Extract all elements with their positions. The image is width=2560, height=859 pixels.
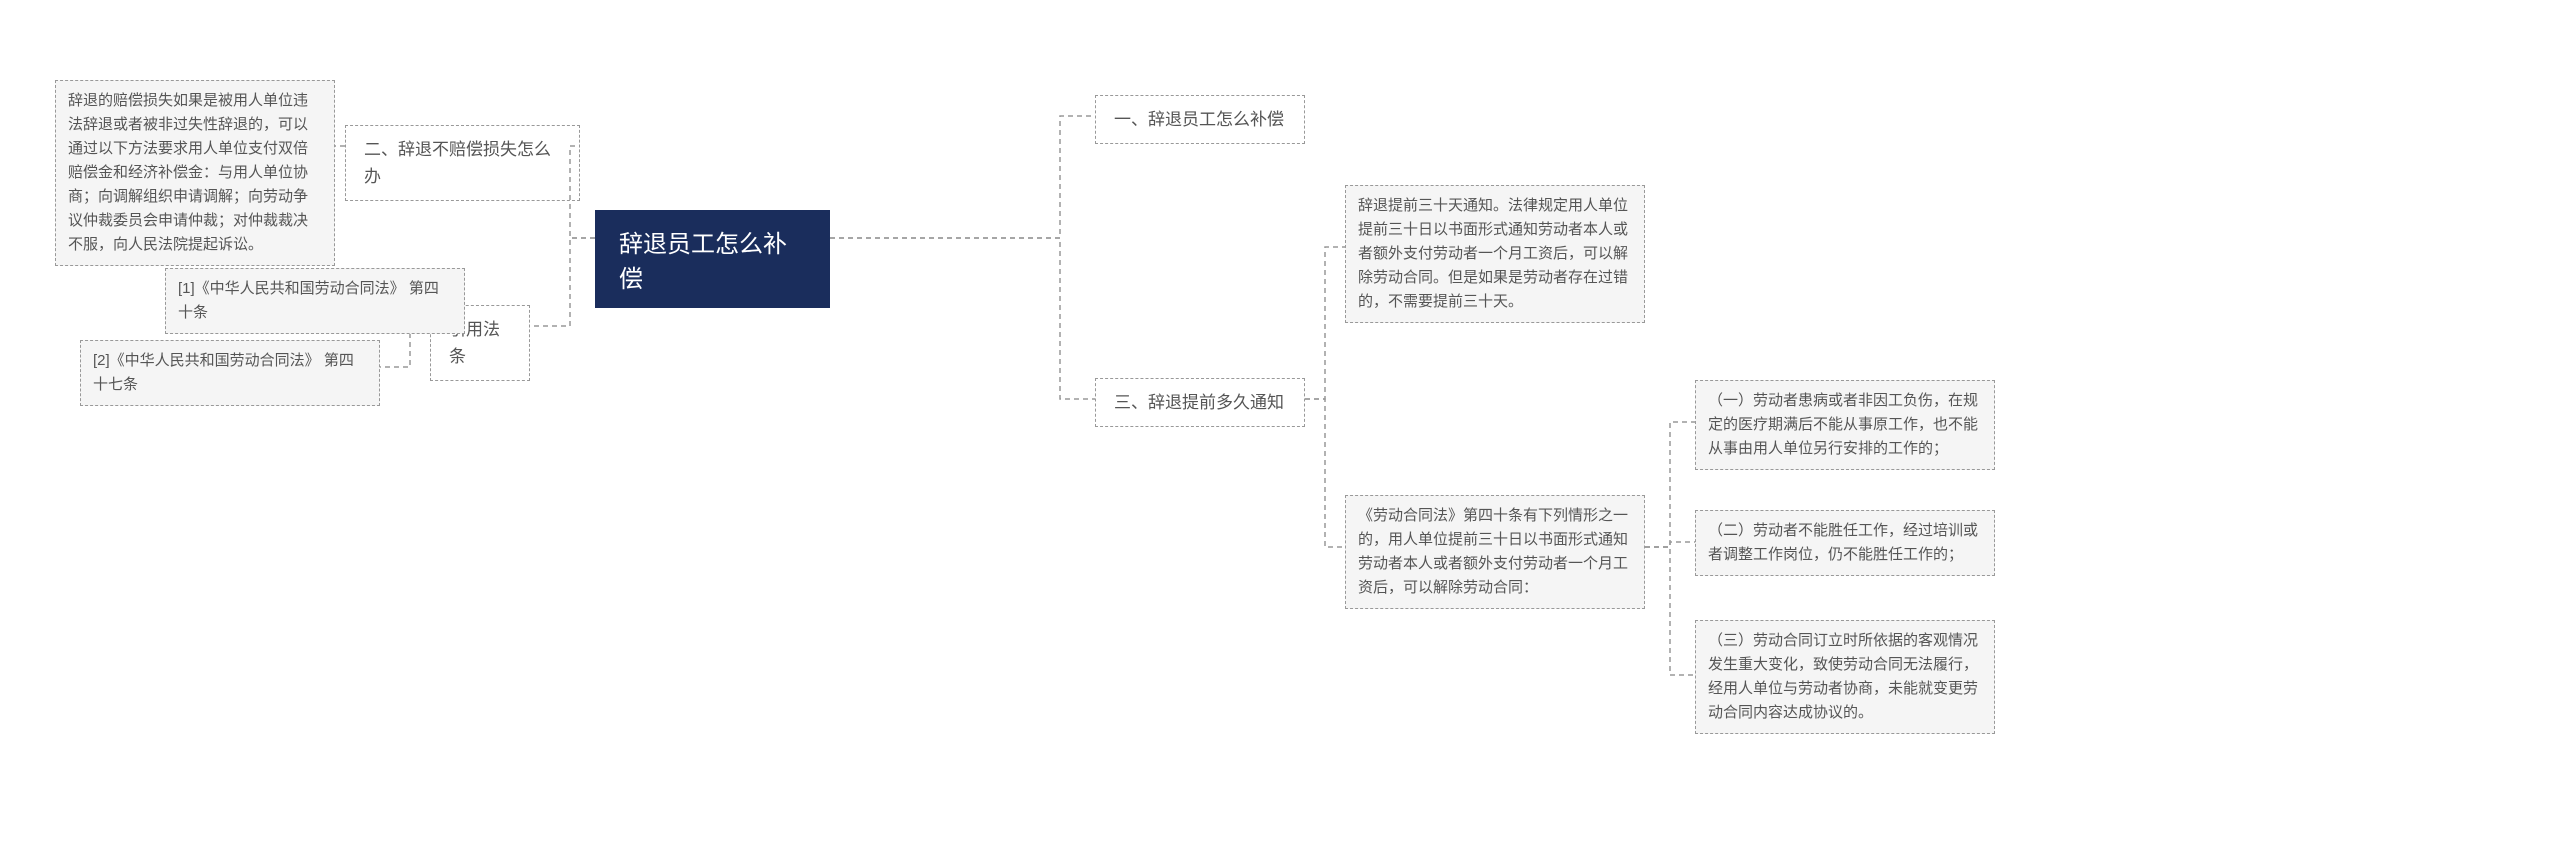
- leaf-r2b3: （三）劳动合同订立时所依据的客观情况发生重大变化，致使劳动合同无法履行，经用人单…: [1695, 620, 1995, 734]
- branch-l1: 二、辞退不赔偿损失怎么办: [345, 125, 580, 201]
- conn-r2b-r2b2: [1645, 542, 1695, 547]
- conn-r2b-r2b3: [1645, 547, 1695, 675]
- leaf-r2a: 辞退提前三十天通知。法律规定用人单位提前三十日以书面形式通知劳动者本人或者额外支…: [1345, 185, 1645, 323]
- branch-r2: 三、辞退提前多久通知: [1095, 378, 1305, 427]
- branch-r1: 一、辞退员工怎么补偿: [1095, 95, 1305, 144]
- leaf-l2a: [1]《中华人民共和国劳动合同法》 第四十条: [165, 268, 465, 334]
- conn-r2-r2b: [1305, 399, 1345, 547]
- leaf-l2b: [2]《中华人民共和国劳动合同法》 第四十七条: [80, 340, 380, 406]
- conn-root-r1: [830, 116, 1095, 238]
- conn-r2b-r2b1: [1645, 422, 1695, 547]
- leaf-r2b: 《劳动合同法》第四十条有下列情形之一的，用人单位提前三十日以书面形式通知劳动者本…: [1345, 495, 1645, 609]
- conn-root-r2: [830, 238, 1095, 399]
- root-node: 辞退员工怎么补偿: [595, 210, 830, 308]
- conn-r2-r2a: [1305, 247, 1345, 399]
- leaf-r2b1: （一）劳动者患病或者非因工负伤，在规定的医疗期满后不能从事原工作，也不能从事由用…: [1695, 380, 1995, 470]
- conn-root-l2: [530, 238, 595, 326]
- leaf-l1a: 辞退的赔偿损失如果是被用人单位违法辞退或者被非过失性辞退的，可以通过以下方法要求…: [55, 80, 335, 266]
- leaf-r2b2: （二）劳动者不能胜任工作，经过培训或者调整工作岗位，仍不能胜任工作的；: [1695, 510, 1995, 576]
